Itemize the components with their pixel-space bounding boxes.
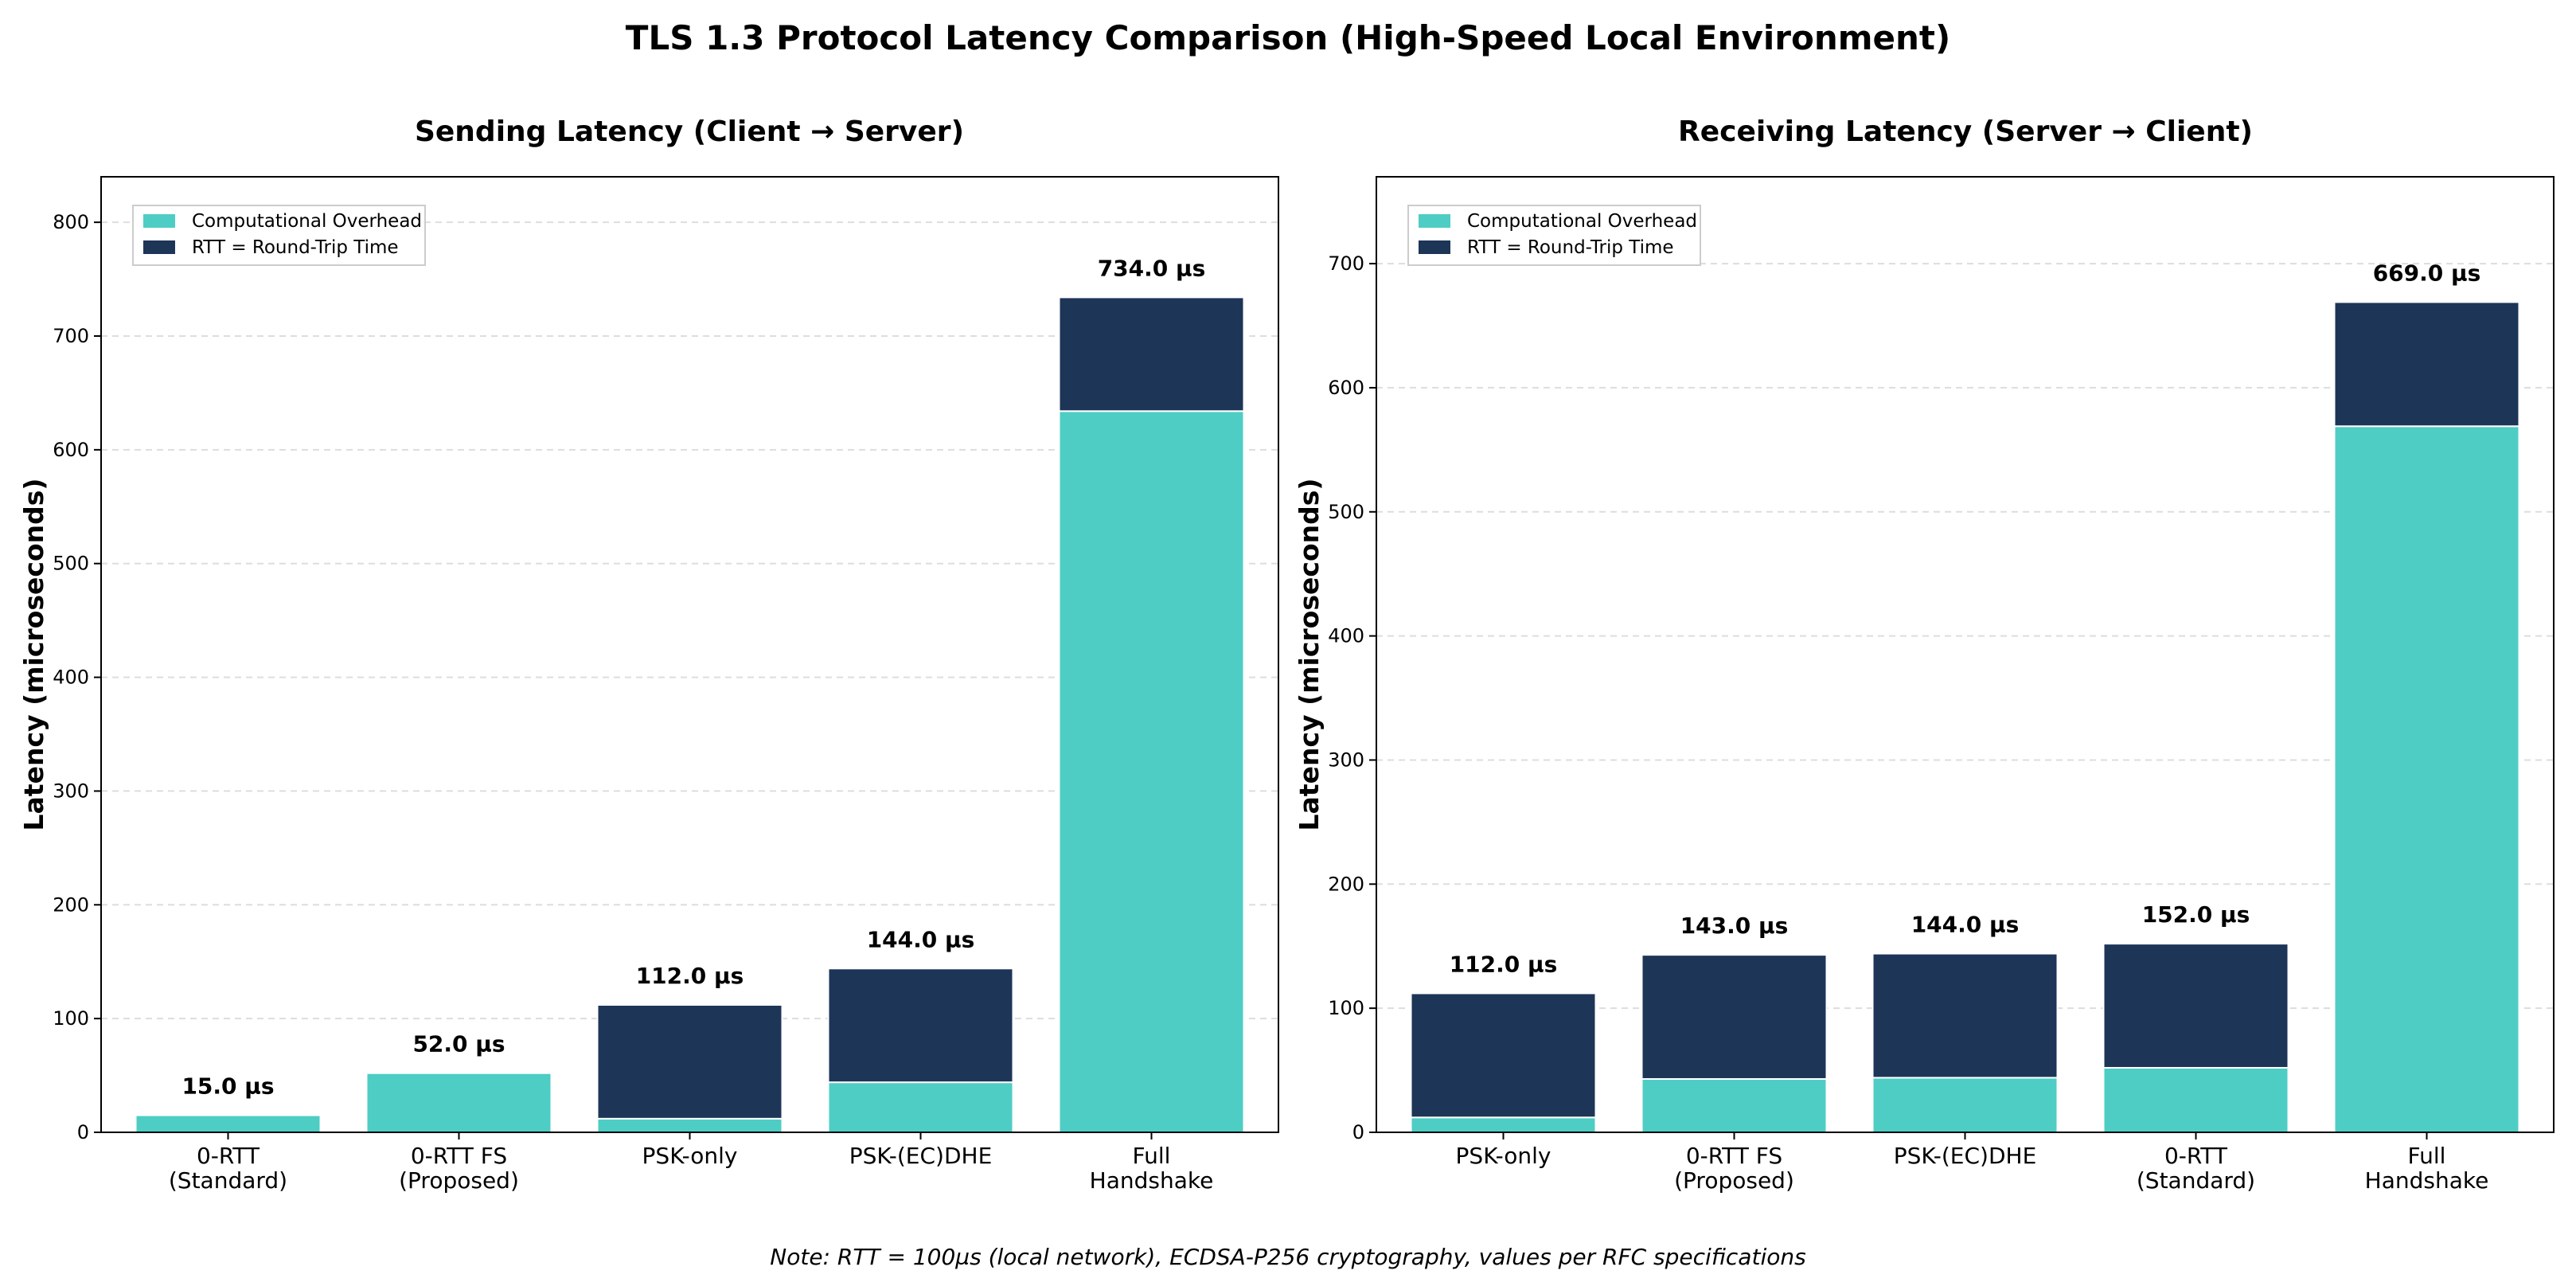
y-tick-label: 600	[1328, 377, 1364, 399]
bar-computational	[596, 1117, 783, 1134]
plot-area: 0 100 200 300 400 500 600 700 112.0 µs PSK-only 14…	[1328, 176, 2555, 1194]
y-tick-label: 100	[53, 1007, 89, 1030]
y-tick-label: 200	[1328, 873, 1364, 895]
x-tick-line: Handshake	[1090, 1167, 1214, 1194]
legend: Computational Overhead RTT = Round-Trip …	[1407, 205, 1701, 266]
x-tick-line: 0-RTT FS	[411, 1143, 507, 1169]
legend-swatch-computational	[1419, 214, 1450, 228]
y-tick-label: 400	[53, 666, 89, 689]
total-label: 144.0 µs	[867, 926, 975, 952]
total-label: 143.0 µs	[1680, 913, 1789, 939]
y-tick-label: 500	[1328, 501, 1364, 523]
x-tick-line: PSK-only	[642, 1143, 738, 1169]
legend-frame	[1407, 205, 1701, 266]
legend-swatch-computational	[143, 214, 175, 228]
y-tick-label: 300	[53, 780, 89, 802]
x-tick-line: PSK-(EC)DHE	[849, 1143, 993, 1169]
total-label: 144.0 µs	[1911, 912, 2020, 938]
y-tick-label: 400	[1328, 625, 1364, 647]
y-tick-label: 200	[53, 893, 89, 916]
figure-title: TLS 1.3 Protocol Latency Comparison (Hig…	[626, 18, 1950, 57]
bar-rtt	[1641, 954, 1828, 1080]
x-tick-line: (Standard)	[169, 1167, 287, 1194]
bar-computational	[2333, 425, 2520, 1133]
bar-rtt	[2102, 943, 2289, 1069]
x-tick-line: PSK-(EC)DHE	[1894, 1143, 2037, 1169]
y-tick-label: 800	[53, 211, 89, 233]
x-tick-label: 0-RTT FS (Proposed)	[399, 1143, 519, 1194]
legend-swatch-rtt	[143, 240, 175, 254]
y-tick-label: 700	[53, 325, 89, 347]
y-tick-label: 100	[1328, 997, 1364, 1019]
legend-label-computational: Computational Overhead	[192, 211, 422, 232]
bar-rtt	[596, 1004, 783, 1120]
plot-area: 0 100 200 300 400 500 600 700 800 15.0 µs 0-RTT (St…	[53, 176, 1279, 1194]
total-label: 112.0 µs	[1450, 951, 1558, 977]
x-tick-label: Full Handshake	[2365, 1143, 2489, 1194]
bar-rtt	[827, 967, 1014, 1084]
bar-computational	[1872, 1077, 2059, 1134]
y-axis-label: Latency (microseconds)	[18, 479, 49, 831]
legend-frame	[132, 205, 426, 266]
bar-computational	[1641, 1077, 1828, 1134]
x-tick-line: Full	[1133, 1143, 1171, 1169]
bar-rtt	[2333, 301, 2520, 428]
bar-rtt	[1410, 992, 1597, 1119]
x-tick-label: PSK-only	[1456, 1143, 1551, 1169]
total-label: 52.0 µs	[412, 1031, 505, 1057]
x-tick-line: PSK-only	[1456, 1143, 1551, 1169]
y-tick-label: 300	[1328, 749, 1364, 771]
bar-rtt	[1872, 952, 2059, 1079]
bar-computational	[2102, 1066, 2289, 1134]
y-tick-label: 0	[77, 1121, 89, 1143]
x-tick-label: PSK-(EC)DHE	[1894, 1143, 2037, 1169]
x-tick-label: 0-RTT (Standard)	[169, 1143, 287, 1194]
y-tick-label: 0	[1352, 1121, 1364, 1143]
x-tick-label: PSK-(EC)DHE	[849, 1143, 993, 1169]
bar-computational	[827, 1081, 1014, 1133]
x-tick-line: Handshake	[2365, 1167, 2489, 1194]
x-tick-line: (Proposed)	[1674, 1167, 1794, 1194]
x-tick-label: 0-RTT (Standard)	[2137, 1143, 2255, 1194]
chart-title: Receiving Latency (Server → Client)	[1678, 115, 2253, 148]
x-tick-line: 0-RTT	[197, 1143, 260, 1169]
legend-label-computational: Computational Overhead	[1467, 211, 1697, 232]
bar-rtt	[1058, 296, 1245, 412]
x-tick-label: Full Handshake	[1090, 1143, 1214, 1194]
x-tick-line: (Standard)	[2137, 1167, 2255, 1194]
legend: Computational Overhead RTT = Round-Trip …	[132, 205, 426, 266]
total-label: 669.0 µs	[2373, 260, 2481, 286]
legend-label-rtt: RTT = Round-Trip Time	[1467, 237, 1674, 258]
y-tick-label: 500	[53, 553, 89, 575]
x-tick-line: Full	[2408, 1143, 2446, 1169]
total-label: 15.0 µs	[181, 1073, 274, 1100]
y-tick-label: 600	[53, 439, 89, 461]
bar-computational	[1410, 1116, 1597, 1134]
total-label: 112.0 µs	[636, 963, 744, 989]
bar-computational	[1058, 410, 1245, 1133]
y-axis-label: Latency (microseconds)	[1294, 479, 1325, 831]
y-tick-label: 700	[1328, 252, 1364, 275]
total-label: 734.0 µs	[1098, 255, 1206, 281]
sending-latency-chart: Sending Latency (Client → Server) Latenc…	[18, 115, 1279, 1194]
bar-computational	[365, 1072, 552, 1133]
axes-frame	[100, 176, 1279, 1133]
axes-frame	[1376, 176, 2555, 1133]
x-tick-line: (Proposed)	[399, 1167, 519, 1194]
x-tick-line: 0-RTT	[2164, 1143, 2228, 1169]
legend-swatch-rtt	[1419, 240, 1450, 254]
x-tick-line: 0-RTT FS	[1686, 1143, 1782, 1169]
footnote: Note: RTT = 100µs (local network), ECDSA…	[770, 1244, 1805, 1270]
legend-label-rtt: RTT = Round-Trip Time	[192, 237, 399, 258]
total-label: 152.0 µs	[2142, 901, 2250, 928]
receiving-latency-chart: Receiving Latency (Server → Client) Late…	[1294, 115, 2555, 1194]
bar-computational	[135, 1114, 322, 1133]
x-tick-label: 0-RTT FS (Proposed)	[1674, 1143, 1794, 1194]
chart-title: Sending Latency (Client → Server)	[415, 115, 964, 148]
x-tick-label: PSK-only	[642, 1143, 738, 1169]
